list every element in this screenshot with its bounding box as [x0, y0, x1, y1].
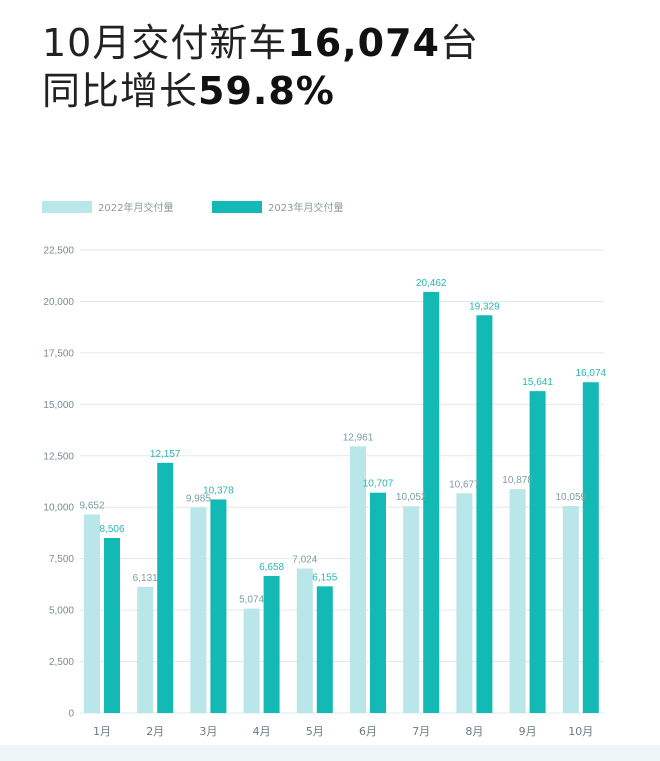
headline-growth: 同比增长59.8% [42, 60, 335, 115]
chart-bars [84, 291, 599, 713]
data-label-2023-2: 12,157 [150, 449, 181, 460]
data-label-2022-7: 10,052 [396, 492, 427, 503]
x-tick-label: 10月 [568, 725, 593, 738]
bar-2022-1 [84, 514, 100, 713]
data-label-2022-1: 9,652 [79, 500, 104, 511]
y-axis: 0 2,500 5,000 7,500 10,000 12,500 15,000 17,500… [43, 246, 74, 720]
y-tick-label: 10,000 [43, 503, 74, 514]
bar-2023-4 [263, 575, 280, 713]
data-label-2022-9: 10,878 [502, 475, 533, 486]
x-tick-label: 5月 [306, 725, 324, 738]
legend-label-2022: 2022年月交付量 [98, 201, 173, 214]
bar-2023-2 [157, 462, 174, 713]
y-tick-label: 7,500 [49, 554, 74, 565]
bar-2022-3 [190, 507, 207, 713]
y-tick-label: 20,000 [43, 297, 74, 308]
data-label-2022-8: 10,677 [449, 479, 480, 490]
x-tick-label: 1月 [93, 725, 111, 738]
headline-deliveries: 10月交付新车16,074台 [42, 12, 479, 67]
x-tick-label: 7月 [412, 725, 430, 738]
data-label-2022-5: 7,024 [292, 554, 317, 565]
data-label-2023-4: 6,658 [259, 562, 284, 573]
chart-legend: 2022年月交付量 2023年月交付量 [42, 201, 343, 214]
x-tick-label: 9月 [519, 725, 537, 738]
bar-2022-4 [243, 608, 260, 713]
data-label-2022-2: 6,131 [133, 573, 158, 584]
bar-2023-6 [370, 492, 386, 713]
headline-deliveries-prefix: 10月交付新车 [42, 21, 288, 65]
x-axis: 1月 2月 3月 4月 5月 6月 7月 8月 9月 10月 [93, 725, 593, 738]
x-tick-label: 4月 [253, 725, 271, 738]
data-label-2023-8: 19,329 [469, 301, 500, 312]
bar-2022-5 [296, 568, 313, 713]
bar-2023-1 [104, 537, 120, 713]
legend-swatch-2023 [212, 201, 262, 213]
data-label-2023-3: 10,378 [203, 485, 234, 496]
bar-2022-2 [137, 586, 154, 713]
data-label-2022-3: 9,985 [186, 494, 211, 505]
bar-2023-8 [476, 315, 493, 713]
data-label-2023-1: 8,506 [99, 524, 124, 535]
data-label-2023-7: 20,462 [416, 278, 447, 289]
bar-2023-10 [582, 382, 599, 713]
bar-2022-7 [403, 506, 420, 713]
y-tick-label: 22,500 [43, 246, 74, 257]
data-label-2023-9: 15,641 [522, 377, 553, 388]
legend-swatch-2022 [42, 201, 92, 213]
footer-strip [0, 745, 660, 761]
bar-2023-9 [529, 391, 546, 713]
y-tick-label: 2,500 [49, 657, 74, 668]
bar-2023-7 [423, 291, 440, 713]
data-label-2022-4: 5,074 [239, 595, 264, 606]
bar-2022-8 [456, 493, 473, 713]
headline-deliveries-suffix: 台 [440, 21, 480, 65]
x-tick-label: 6月 [359, 725, 377, 738]
data-label-2023-6: 10,707 [363, 479, 394, 490]
data-label-2022-6: 12,961 [343, 432, 374, 443]
y-tick-label: 0 [68, 709, 74, 720]
x-tick-label: 2月 [146, 725, 164, 738]
bar-2022-6 [350, 446, 366, 713]
data-label-2023-5: 6,155 [312, 572, 337, 583]
bar-2023-3 [210, 499, 227, 713]
y-tick-label: 12,500 [43, 451, 74, 462]
y-tick-label: 5,000 [49, 606, 74, 617]
y-tick-label: 17,500 [43, 348, 74, 359]
data-label-2022-10: 10,059 [556, 492, 587, 503]
x-tick-label: 3月 [199, 725, 217, 738]
bar-2023-5 [316, 586, 333, 713]
x-tick-label: 8月 [465, 725, 483, 738]
headline-deliveries-value: 16,074 [287, 21, 440, 65]
headline-growth-prefix: 同比增长 [42, 69, 199, 113]
bar-2022-10 [562, 506, 579, 713]
data-label-2023-10: 16,074 [576, 368, 607, 379]
bar-2022-9 [509, 489, 526, 713]
y-tick-label: 15,000 [43, 400, 74, 411]
legend-label-2023: 2023年月交付量 [268, 201, 343, 214]
headline-growth-value: 59.8% [198, 69, 335, 113]
